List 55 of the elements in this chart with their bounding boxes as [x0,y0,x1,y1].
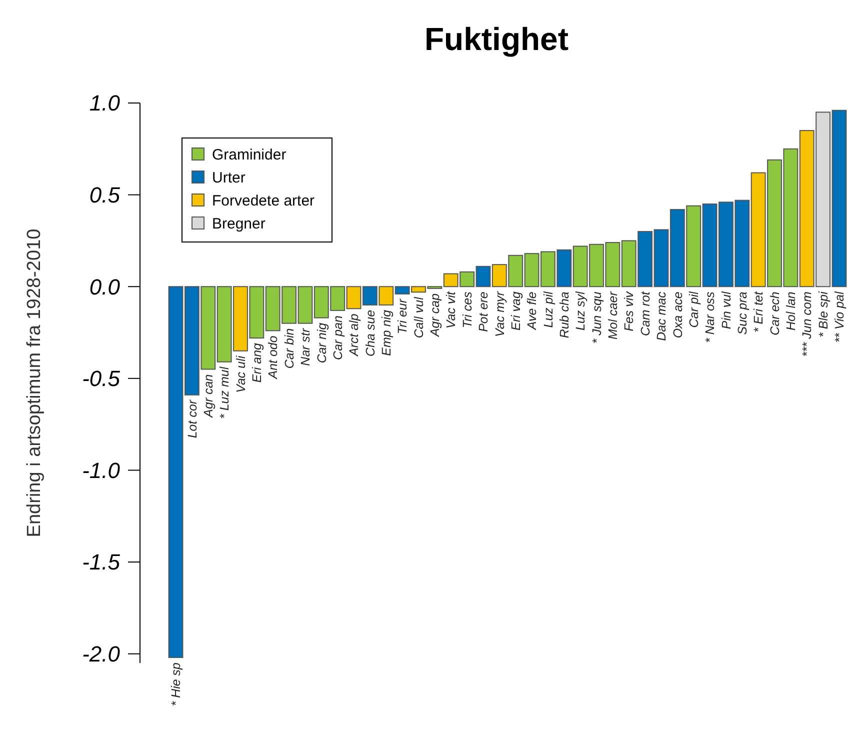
y-tick-label: -1.5 [82,550,121,575]
x-tick-label: Tri ces [460,292,474,328]
legend-label: Graminider [212,146,286,164]
x-tick-label: Car pan [330,315,345,360]
x-tick-label: * Luz mul [218,366,232,419]
y-tick-label: 0.5 [89,182,121,208]
x-tick-label: * Ble spi [816,290,830,338]
x-tick-label: Cha sue [363,310,378,357]
x-tick-label: * Eri tet [752,291,766,333]
legend-label: Urter [212,169,246,186]
chart-title: Fuktighet [424,21,569,57]
legend-label: Forvedete arter [212,192,315,210]
x-tick-label: Pot ere [476,292,491,332]
x-tick-label: Pin vul [719,290,734,330]
x-tick-label: Car pil [686,290,701,328]
x-tick-label: Car ech [768,292,782,336]
y-tick-label: -1.0 [82,458,121,483]
x-tick-label: Nar str [298,327,313,366]
x-tick-label: Ant odo [266,336,280,380]
x-tick-label: Hol lan [784,292,798,331]
x-tick-label: Vac uli [234,354,248,393]
x-tick-label: * Hie sp [169,662,184,706]
y-axis-title: Endring i artsoptimum fra 1928-2010 [24,228,45,538]
x-tick-label: Lot cor [185,399,200,438]
x-tick-label: Arct alp [347,314,362,358]
x-tick-label: Emp nig [380,310,394,356]
x-tick-label: Agr cap [428,293,442,338]
x-tick-label: Luz pil [541,290,556,328]
y-tick-label: 1.0 [89,90,121,116]
x-tick-label: Mol caer [606,290,620,340]
x-tick-label: Vac myr [492,290,507,337]
x-tick-label: Agr can [202,374,216,418]
x-tick-label: * Nar oss [703,292,718,344]
x-tick-label: Tri eur [396,298,410,334]
x-tick-label: Car nig [314,322,329,364]
y-tick-label: -0.5 [82,366,121,392]
x-tick-label: Cam rot [638,291,652,336]
y-tick-label: -2.0 [82,642,121,667]
x-tick-label: Dac mac [654,290,669,341]
x-tick-label: Ave fle [525,292,540,331]
x-tick-label: Suc pra [736,292,750,335]
legend-label: Bregner [212,215,266,232]
x-tick-label: Rub cha [558,292,572,338]
x-tick-label: * Jun squ [590,292,604,344]
x-tick-label: ** Vio pal [832,290,847,343]
x-tick-label: Vac vit [444,291,458,329]
x-tick-label: *** Jun com [800,292,814,357]
x-tick-label: Oxa ace [670,292,685,338]
x-tick-label: Call vul [412,296,426,338]
x-tick-label: Eri ang [250,342,264,383]
x-tick-label: Car bin [282,328,296,369]
x-tick-label: Eri vag [508,292,523,331]
x-tick-label: Fes viv [622,290,636,332]
y-tick-label: 0.0 [89,274,121,300]
x-tick-label: Luz syl [574,290,588,331]
